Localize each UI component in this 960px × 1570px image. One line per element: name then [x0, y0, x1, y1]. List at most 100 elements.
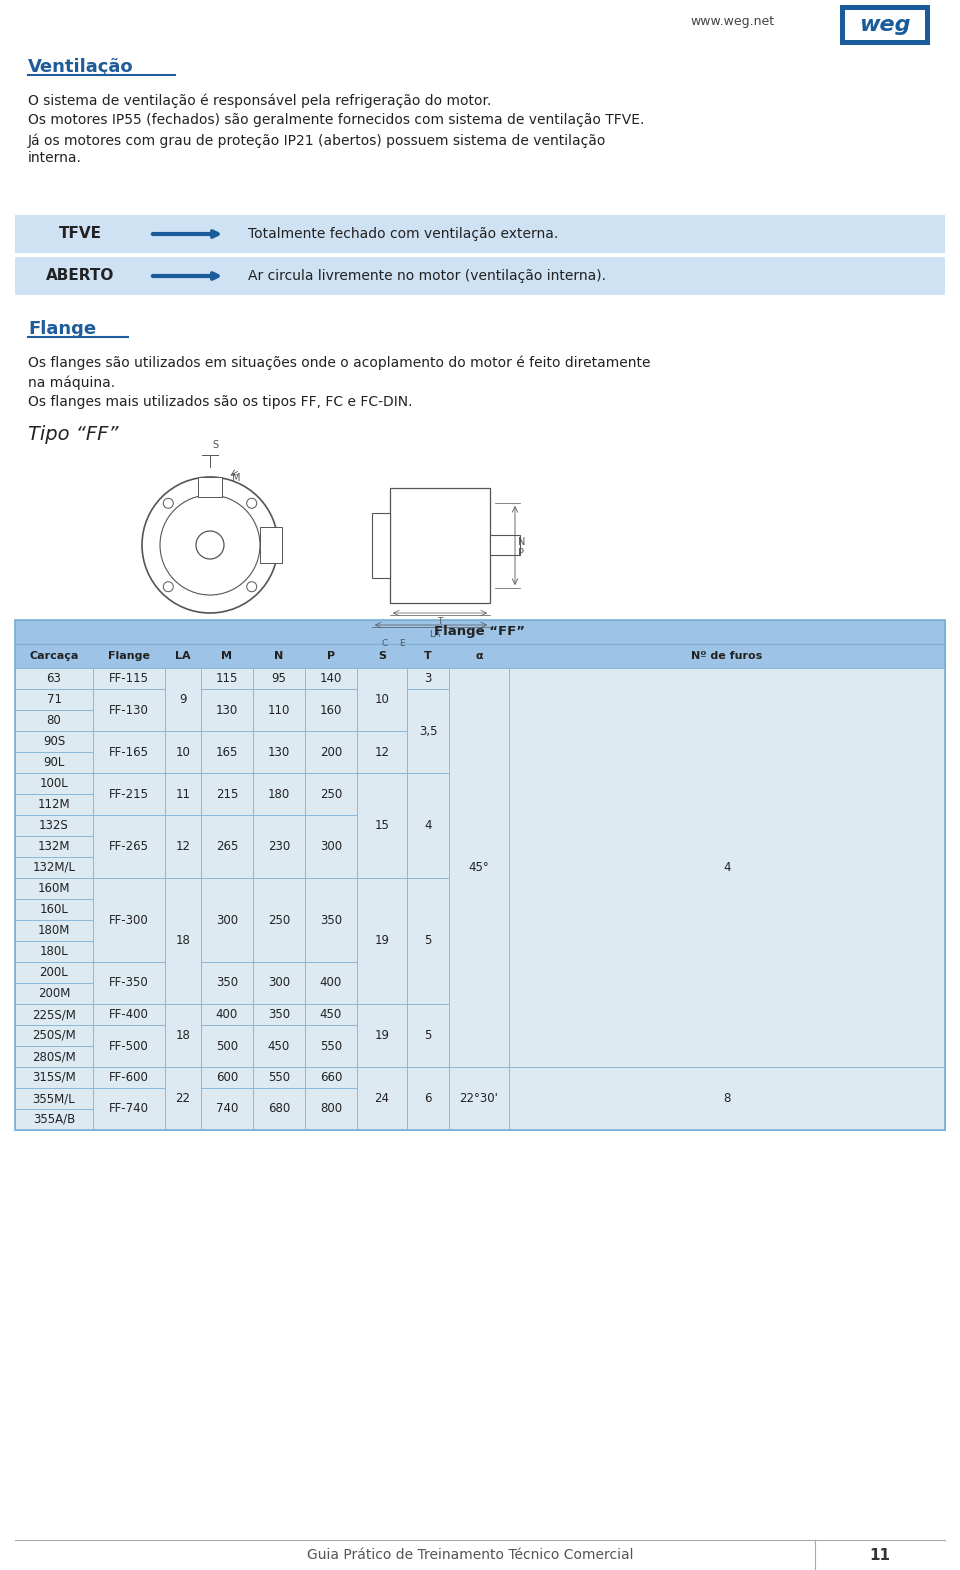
Text: 180L: 180L — [39, 945, 68, 958]
Bar — [15, 983, 945, 1003]
Bar — [201, 1003, 253, 1025]
Text: 132S: 132S — [39, 820, 69, 832]
Text: 8: 8 — [723, 1093, 731, 1105]
Text: 6: 6 — [424, 1093, 432, 1105]
Text: FF-265: FF-265 — [109, 840, 149, 853]
Text: 11: 11 — [870, 1548, 891, 1562]
Bar — [253, 1003, 305, 1025]
Bar — [253, 1025, 305, 1068]
Bar — [15, 689, 945, 710]
Text: 130: 130 — [268, 746, 290, 758]
Bar — [845, 9, 925, 39]
Bar — [253, 667, 305, 689]
Bar — [509, 1068, 945, 1130]
Text: 5: 5 — [424, 1028, 432, 1042]
Bar — [15, 1025, 945, 1046]
Bar — [15, 732, 93, 752]
Bar — [165, 667, 201, 732]
Text: T: T — [438, 617, 443, 626]
Text: 90L: 90L — [43, 757, 64, 769]
Text: Os motores IP55 (fechados) são geralmente fornecidos com sistema de ventilação T: Os motores IP55 (fechados) são geralment… — [28, 113, 644, 127]
Text: S: S — [378, 652, 386, 661]
Text: 300: 300 — [268, 977, 290, 989]
Text: 63: 63 — [47, 672, 61, 685]
Bar — [93, 667, 165, 689]
Bar — [15, 1003, 945, 1025]
Bar — [15, 794, 945, 815]
Bar — [15, 1046, 945, 1068]
Bar — [15, 620, 945, 644]
Bar — [15, 920, 93, 940]
Bar — [15, 857, 945, 878]
Text: Os flanges são utilizados em situações onde o acoplamento do motor é feito diret: Os flanges são utilizados em situações o… — [28, 355, 651, 369]
Text: N: N — [518, 537, 525, 546]
Bar — [260, 528, 282, 564]
Bar — [15, 920, 945, 940]
Text: 280S/M: 280S/M — [32, 1050, 76, 1063]
Bar — [15, 940, 945, 962]
Text: Flange “FF”: Flange “FF” — [435, 625, 525, 639]
Bar — [15, 732, 945, 752]
Text: 740: 740 — [216, 1102, 238, 1116]
Text: 160L: 160L — [39, 903, 68, 915]
Text: 22°30': 22°30' — [460, 1093, 498, 1105]
Text: 165: 165 — [216, 746, 238, 758]
Text: 4: 4 — [424, 820, 432, 832]
Text: N: N — [275, 652, 283, 661]
Text: E: E — [399, 639, 405, 648]
Text: na máquina.: na máquina. — [28, 375, 115, 389]
Text: 550: 550 — [320, 1039, 342, 1052]
Bar — [201, 1068, 253, 1088]
Bar — [15, 1068, 945, 1088]
Bar — [357, 1068, 407, 1130]
Bar — [253, 1068, 305, 1088]
Text: 115: 115 — [216, 672, 238, 685]
Bar — [305, 667, 357, 689]
Bar — [165, 732, 201, 772]
Bar — [357, 667, 407, 732]
Bar — [449, 667, 509, 1068]
Text: 71: 71 — [46, 692, 61, 706]
Text: 132M/L: 132M/L — [33, 860, 76, 874]
Text: S: S — [212, 440, 218, 451]
Bar — [305, 1025, 357, 1068]
Text: 450: 450 — [268, 1039, 290, 1052]
Bar — [407, 772, 449, 878]
Bar — [15, 772, 93, 794]
Bar — [15, 752, 93, 772]
Text: 800: 800 — [320, 1102, 342, 1116]
Text: FF-115: FF-115 — [109, 672, 149, 685]
Bar — [407, 667, 449, 689]
Bar — [15, 1088, 93, 1108]
Bar — [93, 772, 165, 815]
Text: 90S: 90S — [43, 735, 65, 747]
Bar — [15, 620, 945, 1130]
Bar — [15, 900, 945, 920]
Text: 300: 300 — [320, 840, 342, 853]
Bar — [15, 710, 945, 732]
Text: 3: 3 — [424, 672, 432, 685]
Bar — [93, 962, 165, 1003]
Text: Já os motores com grau de proteção IP21 (abertos) possuem sistema de ventilação: Já os motores com grau de proteção IP21 … — [28, 133, 607, 148]
Text: LA: LA — [429, 630, 441, 639]
Bar — [15, 667, 945, 689]
Bar — [15, 962, 93, 983]
Text: 215: 215 — [216, 788, 238, 801]
Bar — [15, 1025, 93, 1046]
Bar — [15, 1088, 945, 1108]
Bar — [201, 815, 253, 878]
Text: Ar circula livremente no motor (ventilação interna).: Ar circula livremente no motor (ventilaç… — [248, 268, 606, 283]
Text: 11: 11 — [176, 788, 190, 801]
Bar — [201, 772, 253, 815]
Bar — [449, 1068, 509, 1130]
Bar — [15, 962, 945, 983]
Bar — [201, 1088, 253, 1130]
Bar — [15, 667, 93, 689]
Bar — [357, 772, 407, 878]
Text: FF-500: FF-500 — [109, 1039, 149, 1052]
Bar — [201, 878, 253, 962]
Bar — [357, 732, 407, 772]
Bar — [15, 835, 945, 857]
Bar — [15, 983, 93, 1003]
Bar — [305, 1003, 357, 1025]
